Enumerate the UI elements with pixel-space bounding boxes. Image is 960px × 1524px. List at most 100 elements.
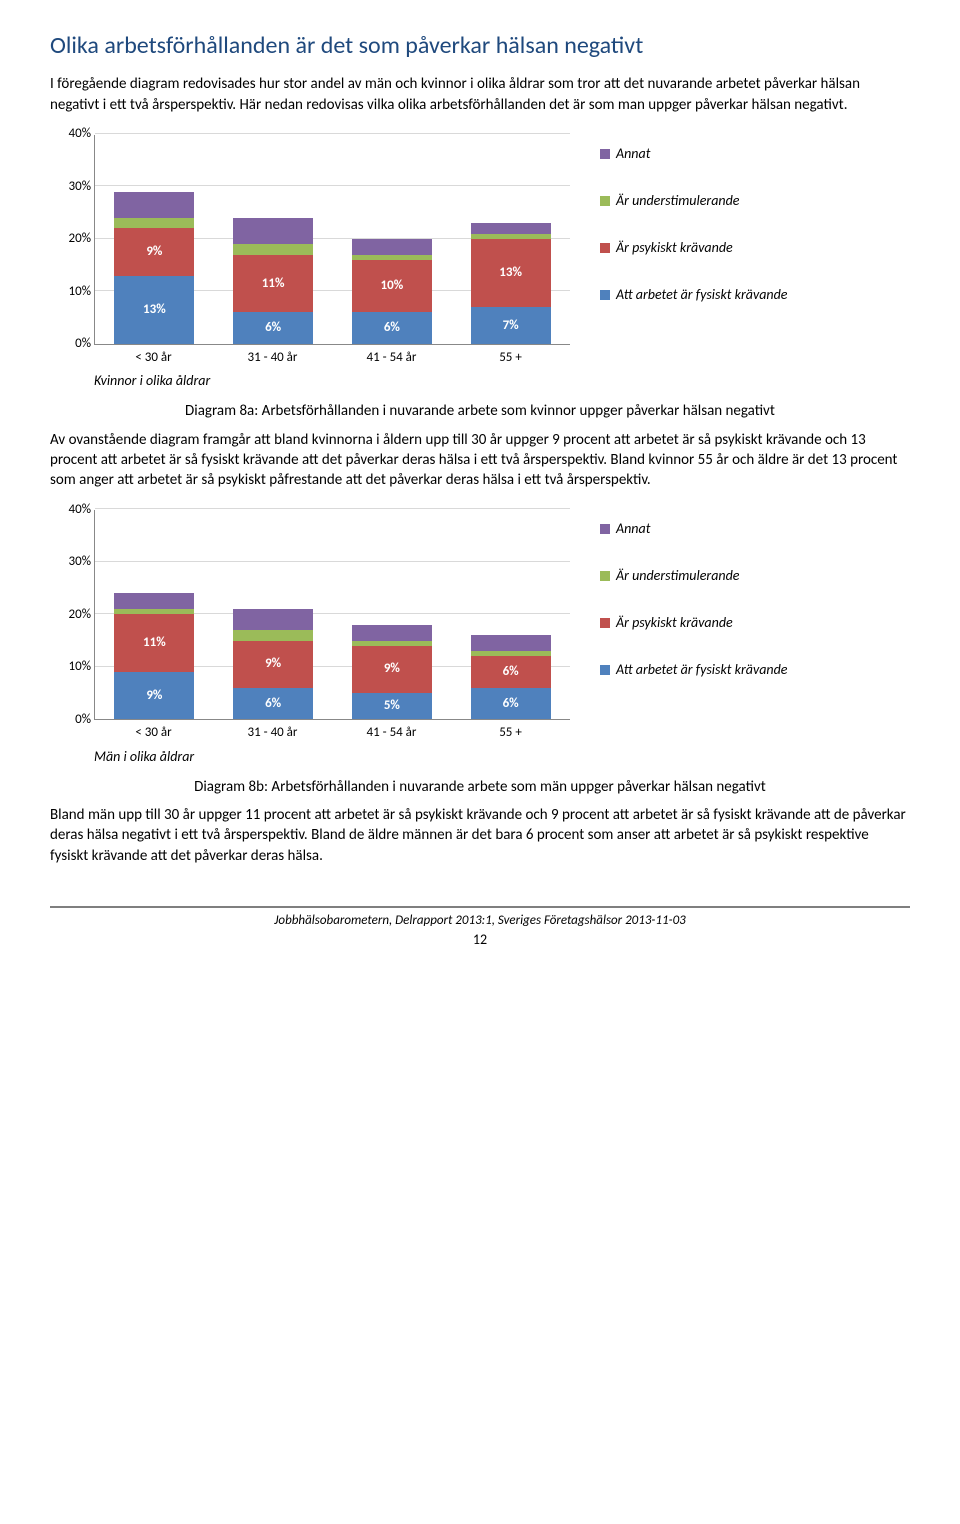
x-tick-label: 31 - 40 år: [233, 349, 313, 367]
legend-label: Är understimulerande: [616, 567, 739, 586]
bar-value-label: 13%: [499, 264, 522, 282]
legend-item: Annat: [600, 145, 788, 164]
bar-value-label: 6%: [384, 319, 400, 337]
chart-8b: 0%10%20%30%40%9%11%6%9%5%9%6%6% < 30 år3…: [50, 510, 910, 766]
bar-segment-fysiskt: 5%: [352, 693, 432, 719]
bar-segment-psykiskt: 11%: [114, 614, 194, 672]
bar-segment-fysiskt: 6%: [352, 312, 432, 344]
legend-label: Annat: [616, 520, 650, 539]
intro-paragraph: I föregående diagram redovisades hur sto…: [50, 74, 910, 115]
bar-value-label: 6%: [503, 663, 519, 681]
bar-segment-annat: [471, 223, 551, 234]
legend-item: Att arbetet är fysiskt krävande: [600, 661, 788, 680]
bar-value-label: 5%: [384, 697, 400, 715]
chart-8a: 0%10%20%30%40%13%9%6%11%6%10%7%13% < 30 …: [50, 135, 910, 391]
x-tick-label: 31 - 40 år: [233, 724, 313, 742]
legend-label: Är understimulerande: [616, 192, 739, 211]
x-tick-label: 55 +: [471, 349, 551, 367]
axis-caption-b: Män i olika åldrar: [94, 748, 570, 767]
body-paragraph-b: Bland män upp till 30 år uppger 11 proce…: [50, 805, 910, 866]
bar-segment-under: [233, 244, 313, 255]
bar-value-label: 7%: [503, 317, 519, 335]
bar-column: 7% 13%: [471, 223, 551, 344]
bar-value-label: 10%: [381, 277, 404, 295]
bar-value-label: 9%: [384, 661, 400, 679]
axis-caption-a: Kvinnor i olika åldrar: [94, 372, 570, 391]
bar-value-label: 6%: [503, 695, 519, 713]
legend-label: Att arbetet är fysiskt krävande: [616, 661, 788, 680]
legend-item: Att arbetet är fysiskt krävande: [600, 286, 788, 305]
y-tick-label: 20%: [51, 606, 91, 624]
y-tick-label: 30%: [51, 178, 91, 196]
bar-value-label: 6%: [265, 695, 281, 713]
y-tick-label: 0%: [51, 711, 91, 729]
bar-segment-under: [471, 651, 551, 656]
legend-label: Är psykiskt krävande: [616, 239, 733, 258]
y-tick-label: 0%: [51, 335, 91, 353]
bar-value-label: 9%: [146, 243, 162, 261]
bar-column: 6% 10%: [352, 239, 432, 344]
bar-segment-fysiskt: 13%: [114, 276, 194, 344]
bar-segment-psykiskt: 6%: [471, 656, 551, 688]
bar-segment-fysiskt: 6%: [233, 688, 313, 720]
legend-swatch: [600, 290, 610, 300]
y-tick-label: 10%: [51, 658, 91, 676]
bar-segment-psykiskt: 9%: [114, 228, 194, 275]
x-tick-label: < 30 år: [114, 349, 194, 367]
bar-segment-fysiskt: 7%: [471, 307, 551, 344]
bar-column: 6% 11%: [233, 218, 313, 344]
x-tick-label: 41 - 54 år: [352, 349, 432, 367]
legend-label: Är psykiskt krävande: [616, 614, 733, 633]
legend-swatch: [600, 665, 610, 675]
page-number: 12: [50, 931, 910, 950]
bar-segment-under: [114, 218, 194, 229]
bar-segment-annat: [114, 593, 194, 609]
bar-segment-annat: [114, 192, 194, 218]
bar-value-label: 9%: [265, 655, 281, 673]
legend-swatch: [600, 618, 610, 628]
bar-segment-fysiskt: 6%: [233, 312, 313, 344]
bar-column: 6% 6%: [471, 635, 551, 719]
gridline: [95, 133, 570, 134]
bar-segment-annat: [233, 218, 313, 244]
bar-segment-psykiskt: 9%: [233, 641, 313, 688]
legend-swatch: [600, 243, 610, 253]
bar-value-label: 11%: [262, 275, 285, 293]
legend-label: Annat: [616, 145, 650, 164]
bar-segment-fysiskt: 9%: [114, 672, 194, 719]
bar-segment-under: [114, 609, 194, 614]
legend-label: Att arbetet är fysiskt krävande: [616, 286, 788, 305]
bar-segment-psykiskt: 11%: [233, 255, 313, 313]
y-tick-label: 40%: [51, 501, 91, 519]
y-tick-label: 40%: [51, 125, 91, 143]
legend-a: Annat Är understimulerande Är psykiskt krä…: [600, 145, 788, 333]
bar-segment-under: [471, 234, 551, 239]
legend-item: Annat: [600, 520, 788, 539]
y-tick-label: 20%: [51, 230, 91, 248]
legend-item: Är understimulerande: [600, 567, 788, 586]
y-tick-label: 10%: [51, 283, 91, 301]
bars-row: 9% 11% 6% 9% 5% 9% 6% 6%: [95, 510, 570, 719]
bar-segment-annat: [233, 609, 313, 630]
legend-b: Annat Är understimulerande Är psykiskt krä…: [600, 520, 788, 708]
bar-segment-annat: [471, 635, 551, 651]
legend-item: Är psykiskt krävande: [600, 239, 788, 258]
bar-column: 9% 11%: [114, 593, 194, 719]
bar-column: 5% 9%: [352, 625, 432, 720]
bar-segment-annat: [352, 625, 432, 641]
gridline: [95, 508, 570, 509]
legend-swatch: [600, 149, 610, 159]
bar-value-label: 9%: [146, 687, 162, 705]
bar-segment-under: [352, 255, 432, 260]
caption-8a: Diagram 8a: Arbetsförhållanden i nuvaran…: [50, 401, 910, 421]
footer-citation: Jobbhälsobarometern, Delrapport 2013:1, …: [50, 906, 910, 930]
bar-value-label: 11%: [143, 634, 166, 652]
x-tick-label: 41 - 54 år: [352, 724, 432, 742]
legend-item: Är understimulerande: [600, 192, 788, 211]
bar-value-label: 13%: [143, 301, 166, 319]
caption-8b: Diagram 8b: Arbetsförhållanden i nuvaran…: [50, 777, 910, 797]
bar-segment-psykiskt: 13%: [471, 239, 551, 307]
bars-row: 13% 9% 6% 11% 6% 10% 7% 13%: [95, 135, 570, 344]
bar-column: 6% 9%: [233, 609, 313, 719]
y-tick-label: 30%: [51, 553, 91, 571]
